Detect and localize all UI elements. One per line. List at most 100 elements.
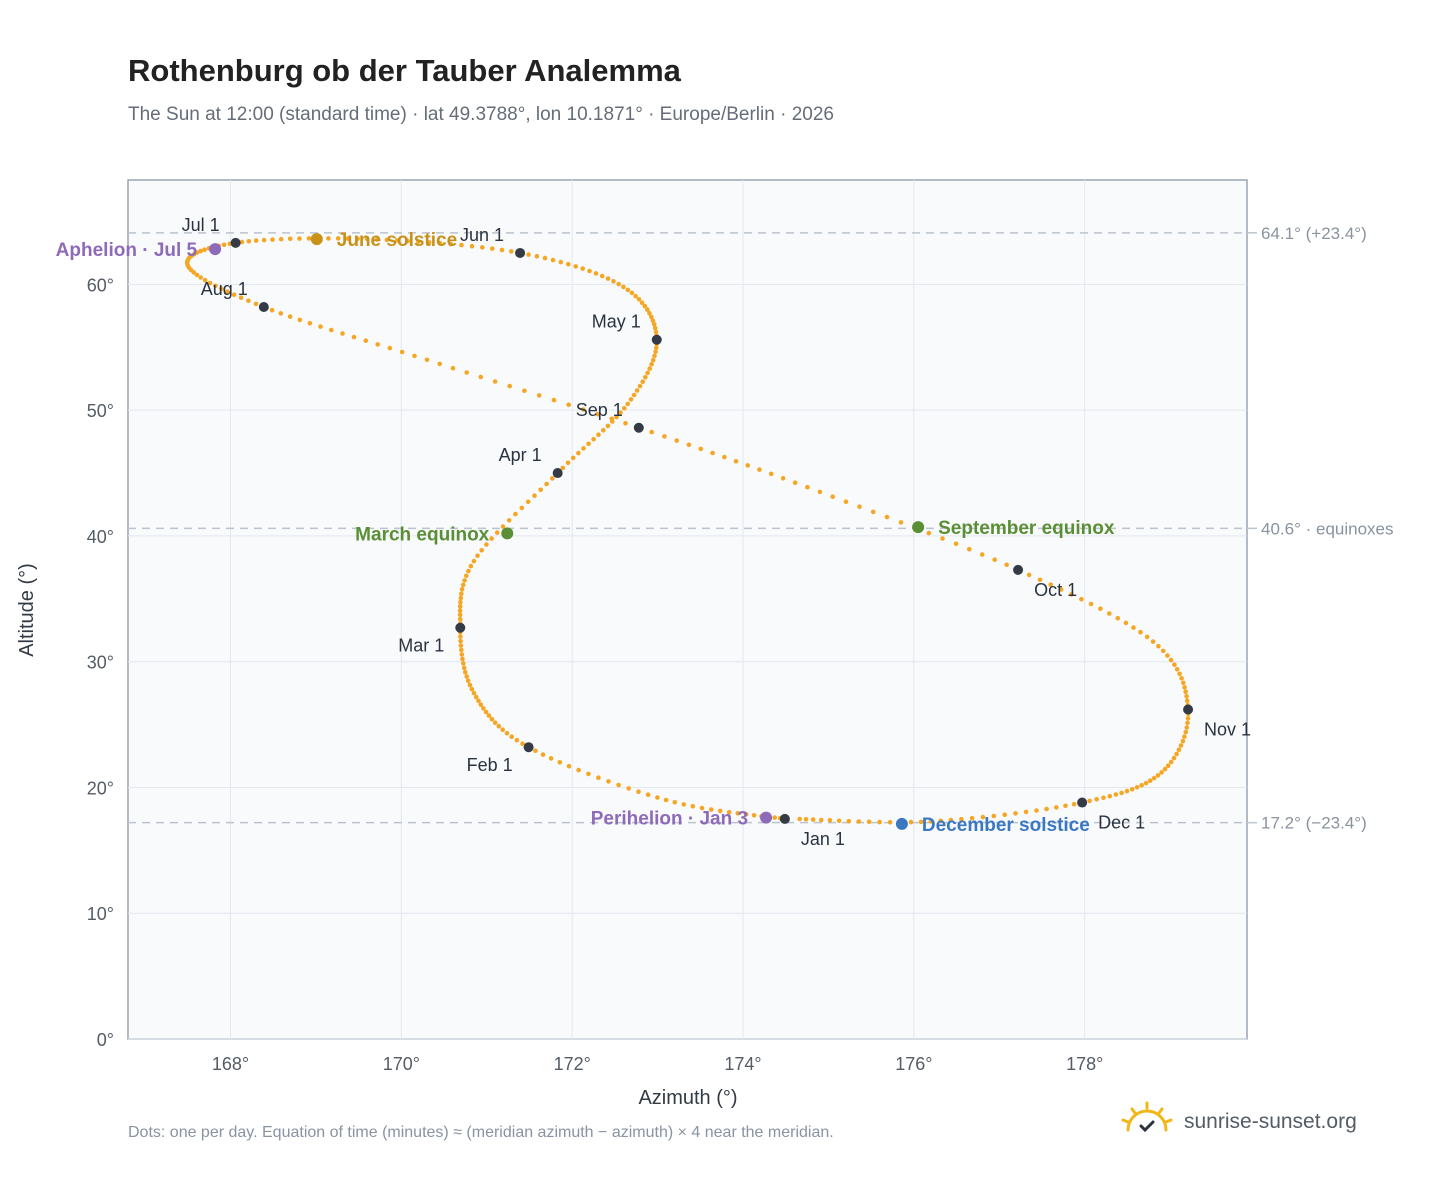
daily-sun-dot xyxy=(478,374,484,380)
daily-sun-dot xyxy=(616,782,621,788)
daily-sun-dot xyxy=(733,459,739,464)
daily-sun-dot xyxy=(953,541,959,547)
daily-sun-dot xyxy=(213,283,218,289)
daily-sun-dot xyxy=(735,811,741,816)
daily-sun-dot xyxy=(772,815,777,820)
daily-sun-dot xyxy=(458,599,463,605)
daily-sun-dot xyxy=(576,450,581,456)
daily-sun-dot xyxy=(628,397,634,402)
daily-sun-dot xyxy=(198,275,203,280)
daily-sun-dot xyxy=(560,465,566,471)
daily-sun-dot xyxy=(1098,606,1103,611)
month-label: Mar 1 xyxy=(398,636,444,656)
y-tick-label: 30° xyxy=(87,653,114,673)
daily-sun-dot xyxy=(1150,639,1156,644)
daily-sun-dot xyxy=(329,327,334,333)
daily-sun-dot xyxy=(1013,811,1018,816)
daily-sun-dot xyxy=(270,237,275,242)
daily-sun-dot xyxy=(246,298,251,304)
daily-sun-dot xyxy=(606,779,611,784)
daily-sun-dot xyxy=(492,379,498,384)
daily-sun-dot xyxy=(542,255,548,261)
daily-sun-dot xyxy=(645,792,651,797)
daily-sun-dot xyxy=(640,379,645,385)
event-label: June solstice xyxy=(337,230,457,251)
daily-sun-dot xyxy=(1172,662,1177,667)
daily-sun-dot xyxy=(500,727,506,732)
daily-sun-dot xyxy=(467,682,473,688)
daily-sun-dot xyxy=(457,612,463,618)
daily-sun-dot xyxy=(722,454,727,460)
daily-sun-dot xyxy=(827,818,833,823)
daily-sun-dot xyxy=(1168,657,1174,663)
daily-sun-dot xyxy=(1058,587,1064,592)
daily-sun-dot xyxy=(496,723,502,729)
x-tick-label: 172° xyxy=(554,1054,591,1074)
daily-sun-dot xyxy=(586,771,591,777)
daily-sun-dot xyxy=(1079,596,1084,602)
daily-sun-dot xyxy=(565,460,571,466)
daily-sun-dot xyxy=(460,582,466,588)
daily-sun-dot xyxy=(649,429,654,435)
daily-sun-dot xyxy=(757,467,762,472)
daily-sun-dot xyxy=(458,638,463,644)
daily-sun-dot xyxy=(469,686,475,692)
daily-sun-dot xyxy=(622,406,627,411)
daily-sun-dot xyxy=(253,301,259,307)
grid-lines xyxy=(128,180,1247,1040)
daily-sun-dot xyxy=(596,775,601,780)
daily-sun-dot xyxy=(1156,643,1161,649)
daily-sun-dot xyxy=(1124,788,1130,794)
daily-sun-dot xyxy=(489,536,494,541)
daily-sun-dot xyxy=(461,661,466,666)
month-label: Feb 1 xyxy=(467,755,513,775)
daily-sun-dot xyxy=(326,236,331,241)
daily-sun-dot xyxy=(605,423,611,429)
daily-sun-dot xyxy=(797,816,802,822)
daily-sun-dot xyxy=(538,487,543,493)
daily-sun-dot xyxy=(1044,806,1049,812)
daily-sun-dot xyxy=(463,669,468,675)
daily-sun-dot xyxy=(297,236,302,241)
daily-sun-dot xyxy=(1184,694,1189,699)
daily-sun-dot xyxy=(647,310,652,316)
daily-sun-dot xyxy=(645,370,650,376)
daily-sun-dot xyxy=(231,292,237,298)
daily-sun-dot xyxy=(1113,792,1119,797)
daily-sun-dot xyxy=(959,816,964,822)
daily-sun-dot xyxy=(459,591,464,596)
daily-sun-dot xyxy=(887,819,893,825)
daily-sun-dot xyxy=(307,320,313,326)
daily-sun-dot xyxy=(544,481,549,487)
daily-sun-dot xyxy=(506,518,512,523)
daily-sun-dot xyxy=(857,504,862,510)
daily-sun-dot xyxy=(745,463,750,468)
reference-line-label: 17.2° (−23.4°) xyxy=(1261,814,1367,833)
daily-sun-dot xyxy=(726,809,732,815)
daily-sun-dot xyxy=(642,303,648,309)
daily-sun-dot xyxy=(856,819,862,824)
daily-sun-dot xyxy=(710,450,715,456)
daily-sun-dot xyxy=(499,247,505,253)
daily-sun-dot xyxy=(1037,577,1043,583)
daily-sun-dot xyxy=(803,817,809,822)
daily-sun-dot xyxy=(1179,676,1184,681)
daily-sun-dot xyxy=(1026,572,1032,578)
daily-sun-dot xyxy=(520,741,525,746)
daily-sun-dot xyxy=(926,530,932,536)
daily-sun-dot xyxy=(623,421,628,426)
daily-sun-dot xyxy=(297,317,303,323)
daily-sun-dot xyxy=(480,245,485,250)
daily-sun-dot xyxy=(948,817,954,823)
daily-sun-dot xyxy=(287,314,293,319)
daily-sun-dot xyxy=(918,819,924,825)
daily-sun-dot xyxy=(466,568,471,574)
brand-logo[interactable]: sunrise-sunset.org xyxy=(1120,1100,1357,1144)
daily-sun-dot xyxy=(768,471,774,477)
daily-sun-dot xyxy=(681,802,687,807)
daily-sun-dot xyxy=(507,383,512,389)
daily-sun-dot xyxy=(1174,751,1179,757)
daily-sun-dot xyxy=(1115,615,1121,621)
daily-sun-dot xyxy=(558,259,564,265)
